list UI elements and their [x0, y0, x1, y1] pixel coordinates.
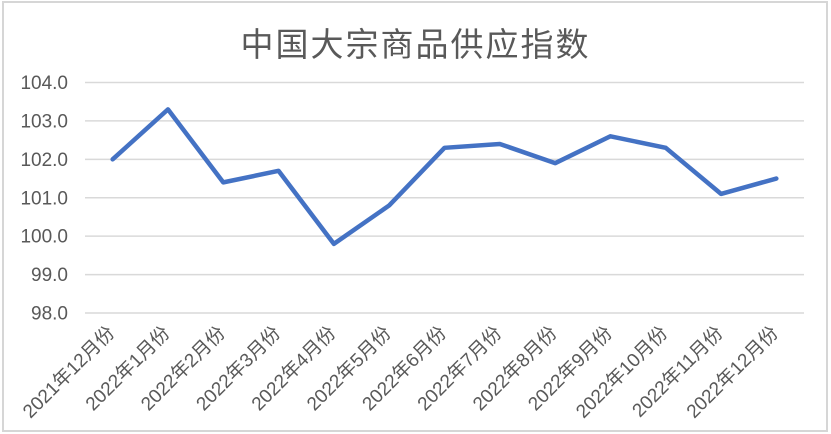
y-axis-tick-label: 102.0	[20, 150, 68, 171]
y-axis-tick-label: 103.0	[20, 111, 68, 132]
y-axis-tick-label: 104.0	[20, 73, 68, 94]
y-axis-tick-label: 98.0	[31, 304, 68, 325]
y-axis-tick-label: 101.0	[20, 188, 68, 209]
chart-title: 中国大宗商品供应指数	[240, 26, 591, 63]
supply-index-line-series	[110, 107, 779, 247]
y-axis-tick-label: 99.0	[31, 265, 68, 286]
y-axis-tick-label: 100.0	[20, 227, 68, 248]
